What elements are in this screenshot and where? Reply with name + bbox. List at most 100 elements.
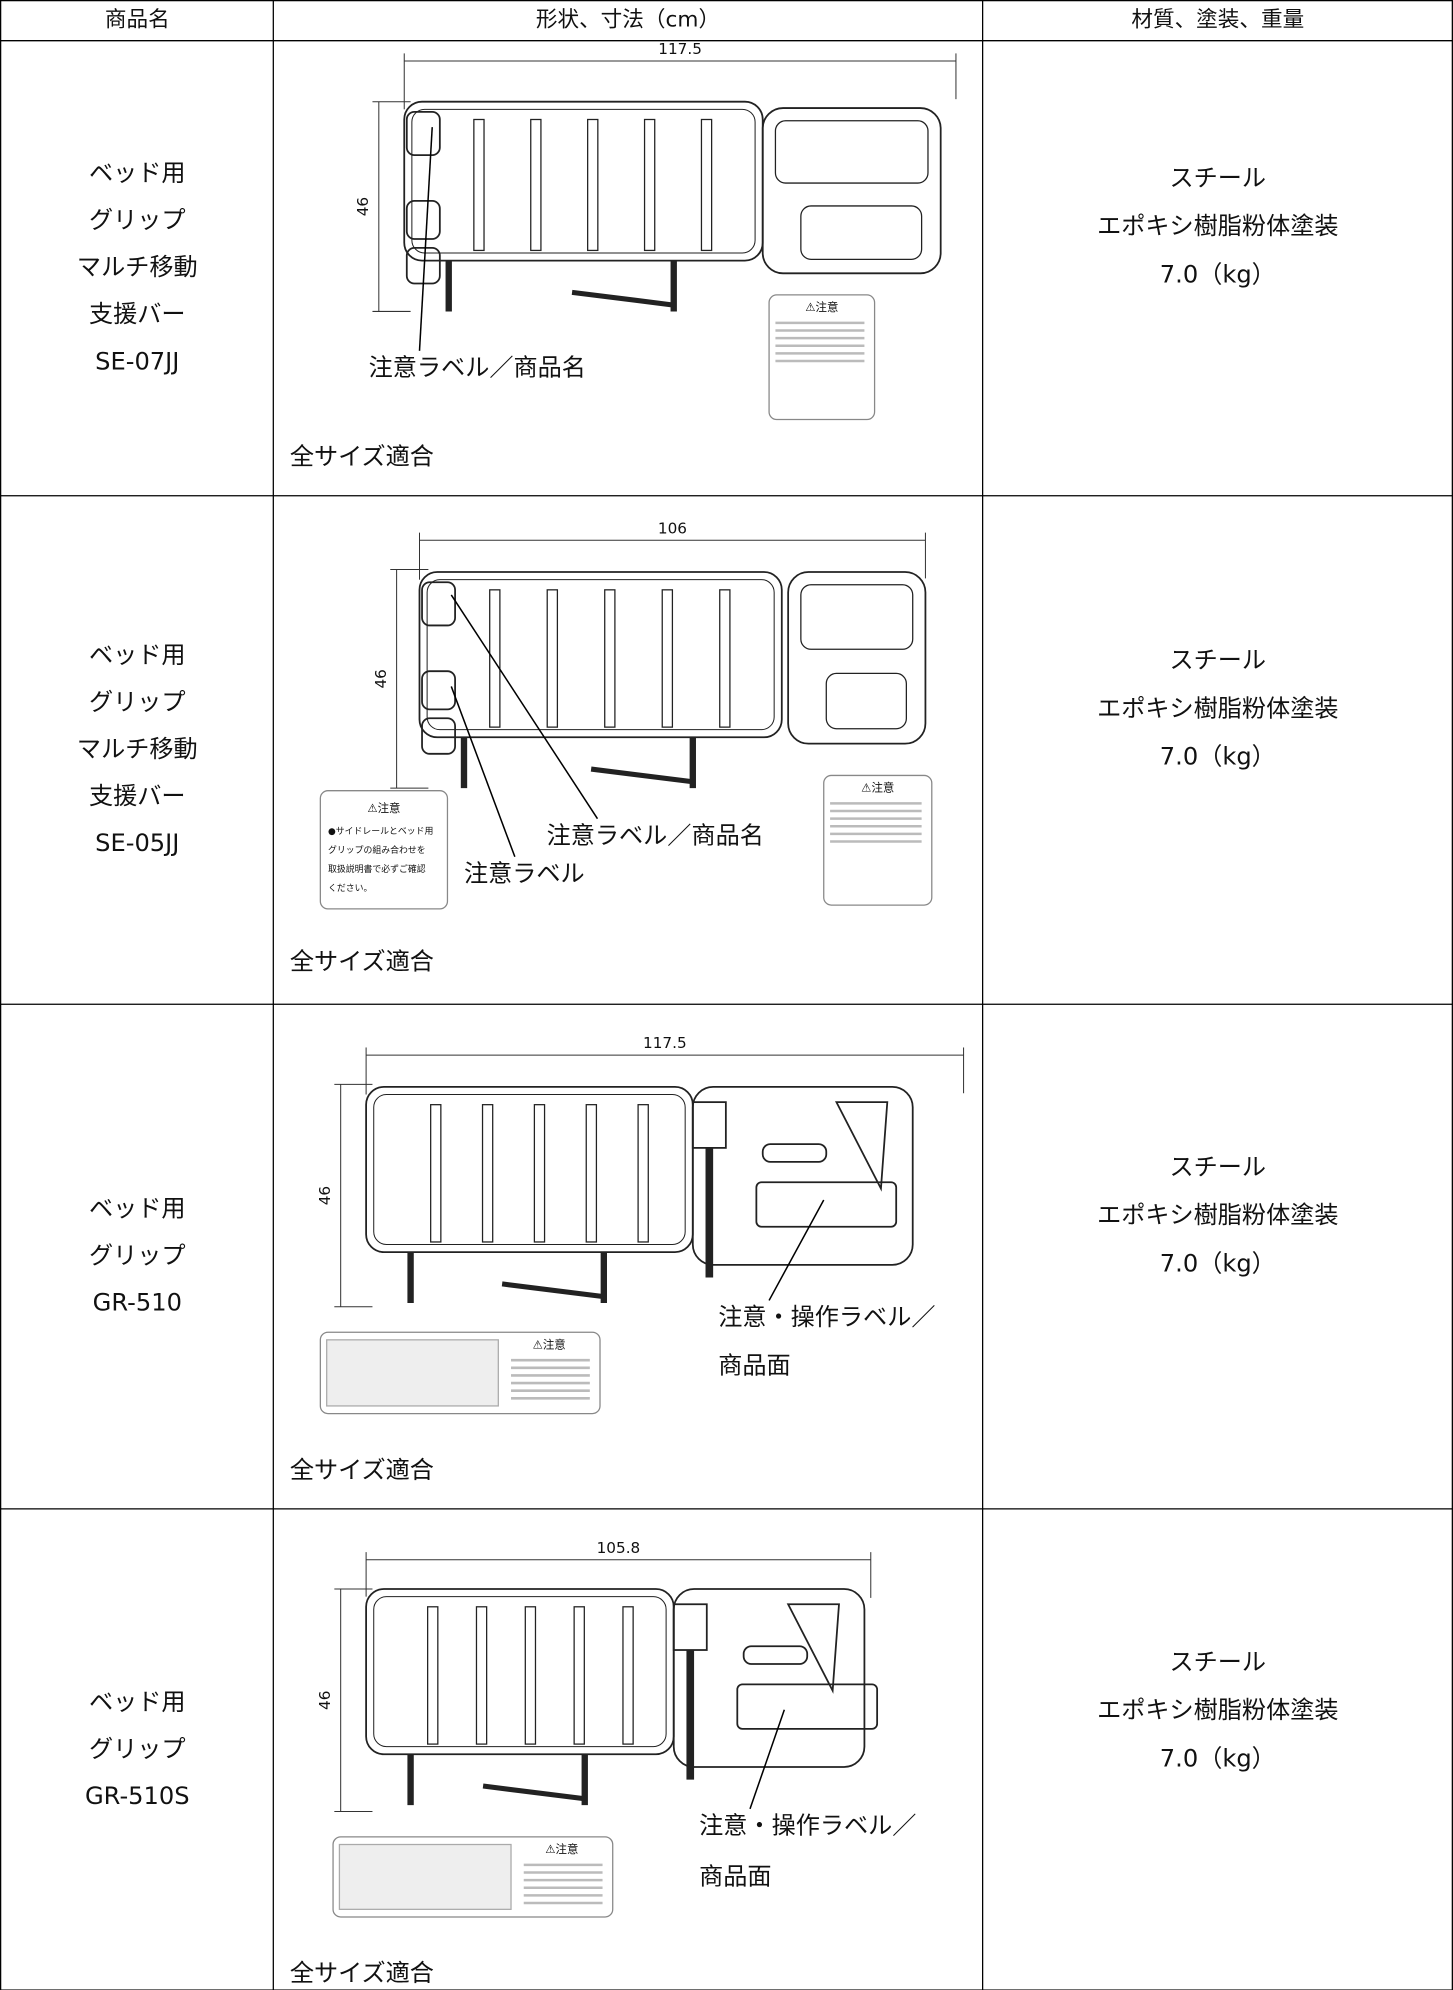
product-name: グリップ (89, 1735, 186, 1763)
product-name: SE-07JJ (95, 347, 179, 375)
rail-frame-inner (373, 1093, 686, 1246)
grip-hole (761, 1143, 828, 1163)
rail-bar (546, 589, 559, 728)
material: スチール (1170, 164, 1267, 192)
material: エポキシ樹脂粉体塗装 (1097, 1201, 1338, 1229)
callout: 商品面 (718, 1352, 790, 1380)
grip-frame (691, 1085, 914, 1266)
material: スチール (1170, 1153, 1267, 1181)
rail-bar (585, 1104, 598, 1243)
product-name: GR-510S (85, 1782, 190, 1810)
product-name: マルチ移動 (77, 735, 198, 763)
fit-note: 全サイズ適合 (290, 1456, 434, 1484)
material: 7.0（kg） (1160, 1745, 1276, 1773)
end-post (421, 581, 456, 627)
rail-bar (637, 1104, 649, 1243)
grip-hole (786, 1603, 840, 1694)
grip-frame (787, 571, 927, 745)
grip-clamp (691, 1101, 727, 1149)
rail-frame (418, 571, 783, 739)
product-name: グリップ (89, 1242, 186, 1270)
caution-sticker (768, 294, 876, 421)
grip-frame (761, 107, 942, 275)
product-name: グリップ (89, 688, 186, 716)
lever (590, 766, 694, 785)
grip-loop (774, 120, 929, 184)
product-name: SE-05JJ (95, 829, 179, 857)
grip-frame (672, 1588, 866, 1768)
sticker-title: ⚠注意 (805, 300, 838, 314)
end-post (405, 199, 441, 240)
rail-bar (427, 1606, 439, 1745)
callout-leader (418, 127, 433, 351)
sticker-picture (326, 1339, 499, 1407)
material: 7.0（kg） (1160, 743, 1276, 771)
callout: 注意ラベル／商品名 (547, 821, 764, 849)
rail-frame (365, 1588, 675, 1756)
column-header: 形状、寸法（cm） (536, 7, 720, 32)
rail-frame-inner (373, 1596, 667, 1748)
product-name: ベッド用 (89, 159, 186, 187)
grip-loop (800, 584, 914, 650)
width-label: 117.5 (658, 40, 702, 58)
sticker-title: ⚠注意 (533, 1337, 566, 1351)
sticker-picture (338, 1843, 512, 1910)
rail-bar (573, 1606, 585, 1745)
sticker-line: ください。 (328, 883, 372, 894)
product-name: ベッド用 (89, 641, 186, 669)
callout-leader (450, 686, 516, 858)
lever (501, 1281, 605, 1300)
material: エポキシ樹脂粉体塗装 (1097, 1696, 1338, 1724)
sticker-line: 取扱説明書で必ずご確認 (328, 863, 426, 875)
height-label: 46 (354, 197, 372, 216)
material: スチール (1170, 646, 1267, 674)
height-label: 46 (372, 669, 390, 688)
material: 7.0（kg） (1160, 261, 1276, 289)
column-header: 材質、塗装、重量 (1131, 7, 1304, 32)
rail-bar (643, 118, 656, 252)
grip-clamp (672, 1603, 708, 1651)
material: スチール (1170, 1648, 1267, 1676)
rail-bar (530, 118, 542, 252)
end-post (421, 717, 456, 755)
sticker-title: ⚠注意 (367, 801, 400, 815)
grip-loop (825, 672, 908, 730)
height-label: 46 (316, 1691, 334, 1710)
product-name: ベッド用 (89, 1195, 186, 1223)
product-name: マルチ移動 (77, 253, 198, 281)
material: エポキシ樹脂粉体塗装 (1097, 212, 1338, 240)
lever (482, 1783, 586, 1802)
end-post (421, 670, 456, 711)
sticker-line: グリップの組み合わせを (328, 844, 426, 856)
label-plate (755, 1181, 898, 1228)
column-header: 商品名 (105, 7, 170, 32)
rail-bar (489, 589, 501, 728)
fit-note: 全サイズ適合 (290, 1959, 434, 1987)
rail-bar (473, 118, 485, 252)
callout: 商品面 (699, 1863, 771, 1891)
product-name: GR-510 (93, 1289, 182, 1317)
callout-leader (768, 1199, 825, 1301)
sticker-title: ⚠注意 (545, 1842, 578, 1856)
sticker-title: ⚠注意 (861, 781, 894, 795)
grip-hole (742, 1645, 809, 1665)
fit-note: 全サイズ適合 (290, 443, 434, 471)
rail-bar (430, 1104, 442, 1243)
rail-frame (365, 1085, 694, 1254)
callout: 注意ラベル (464, 860, 585, 888)
end-post (405, 110, 441, 156)
sticker-line: ●サイドレールとベッド用 (328, 826, 433, 837)
product-name: 支援バー (89, 782, 186, 810)
rail-bar (481, 1104, 494, 1243)
rail-frame (403, 100, 764, 262)
height-label: 46 (316, 1186, 334, 1205)
callout-leader (749, 1709, 786, 1810)
product-name: 支援バー (89, 300, 186, 328)
rail-bar (604, 589, 616, 728)
label-plate (736, 1683, 879, 1730)
rail-bar (587, 118, 599, 252)
callout: 注意・操作ラベル／ (718, 1303, 935, 1331)
grip-loop (800, 205, 923, 260)
